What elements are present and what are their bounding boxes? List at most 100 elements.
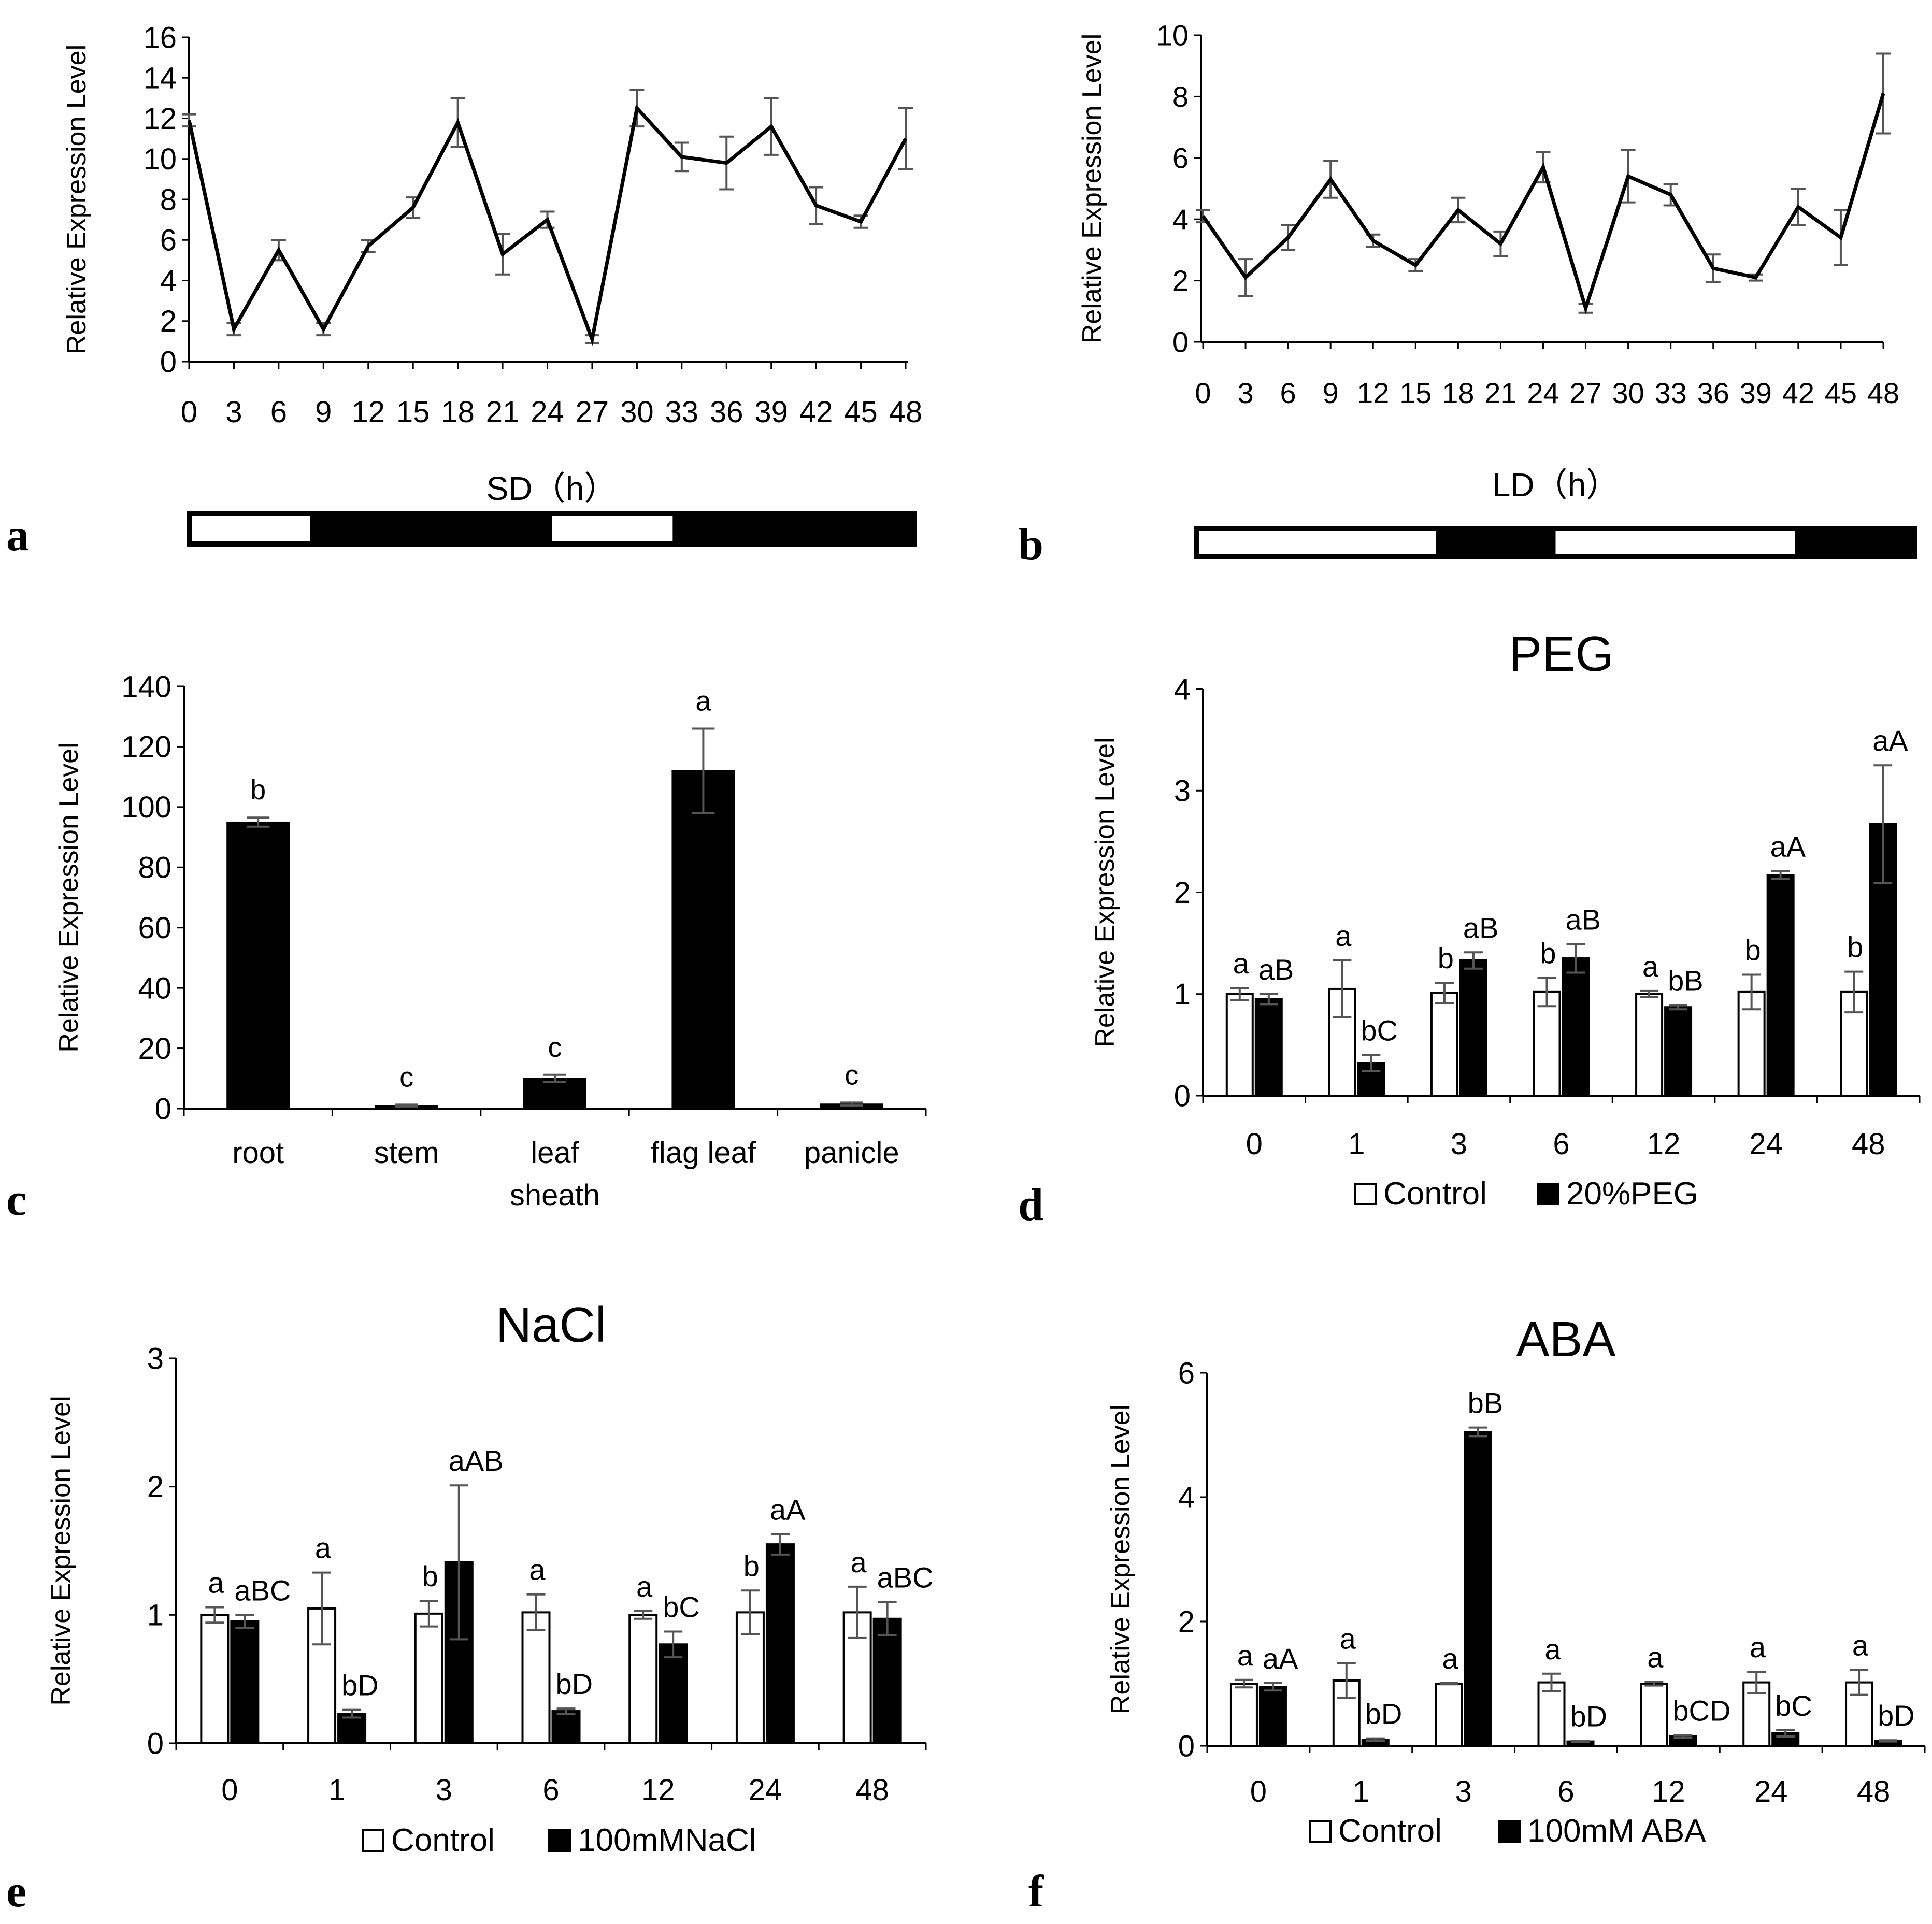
data-point	[636, 107, 638, 109]
panel-label: f	[1028, 1866, 1044, 1917]
bar-treatment	[1464, 1431, 1492, 1747]
x-tick-label: 15	[396, 395, 430, 429]
legend-label: 20%PEG	[1566, 1176, 1698, 1212]
bar-control	[1533, 990, 1561, 1097]
y-axis-label: Relative Expression Level	[62, 45, 92, 354]
y-tick-label: 3	[1174, 774, 1191, 808]
bar-control	[1430, 992, 1458, 1097]
x-tick-label: 3	[1451, 1127, 1467, 1161]
data-point	[1670, 194, 1671, 195]
x-tick-label: 0	[1195, 377, 1211, 409]
legend-swatch	[1537, 1183, 1559, 1205]
significance-label: bC	[663, 1591, 700, 1624]
bar-control	[200, 1614, 230, 1744]
photoperiod-bar	[187, 511, 917, 547]
x-tick-label: 30	[1612, 377, 1644, 409]
bar-control	[1229, 1683, 1258, 1747]
bar-control	[1225, 993, 1254, 1097]
photoperiod-dark-segment	[1436, 528, 1556, 557]
y-tick-label: 6	[160, 224, 177, 257]
y-tick-label: 80	[138, 851, 171, 885]
x-tick-label: 27	[576, 395, 609, 429]
bar-treatment	[230, 1620, 260, 1744]
bar	[226, 821, 290, 1109]
legend-label: Control	[391, 1822, 495, 1858]
significance-label: b	[1438, 942, 1454, 974]
data-point	[815, 205, 817, 206]
significance-label: a	[636, 1570, 653, 1603]
data-point	[457, 122, 459, 123]
y-axis-label: Relative Expression Level	[1077, 34, 1107, 343]
panel-label: a	[6, 510, 29, 561]
x-tick-label: 21	[486, 395, 520, 429]
x-tick-label: 12	[1652, 1775, 1685, 1808]
bar-treatment	[765, 1543, 795, 1745]
x-tick-label: 6	[1553, 1127, 1569, 1161]
y-tick-label: 10	[1156, 19, 1189, 52]
significance-label: a	[529, 1554, 546, 1586]
legend-label: Control	[1383, 1176, 1487, 1212]
photoperiod-dark-segment	[310, 514, 552, 544]
y-tick-label: 40	[138, 971, 171, 1005]
data-point	[860, 221, 862, 223]
y-tick-label: 20	[138, 1032, 171, 1066]
bar-treatment	[1459, 959, 1487, 1097]
significance-label: c	[548, 1032, 562, 1063]
significance-label: a	[1233, 947, 1250, 980]
y-tick-label: 0	[155, 1092, 171, 1126]
panel-label: b	[1018, 520, 1043, 570]
bar-treatment	[659, 1643, 688, 1744]
y-tick-label: 2	[1178, 1605, 1195, 1639]
significance-label: bD	[1878, 1699, 1915, 1732]
x-tick-label: 45	[844, 395, 878, 429]
data-point	[591, 338, 593, 340]
bar-treatment	[1664, 1006, 1693, 1097]
bar-control	[1635, 993, 1664, 1097]
significance-label: b	[422, 1560, 438, 1592]
bar-treatment	[872, 1617, 902, 1745]
significance-label: aB	[1566, 903, 1601, 936]
significance-label: bD	[1365, 1698, 1403, 1730]
data-point	[323, 328, 324, 330]
x-tick-label: sheath	[510, 1179, 600, 1212]
x-axis-label: LD（h）	[1492, 466, 1619, 504]
significance-label: a	[1647, 1641, 1664, 1673]
data-point	[1627, 176, 1629, 177]
x-tick-label: 12	[351, 395, 385, 429]
data-point	[1585, 307, 1586, 309]
y-tick-label: 1	[1174, 978, 1191, 1011]
x-tick-label: 30	[620, 395, 654, 429]
chart-title: ABA	[1516, 1312, 1615, 1367]
x-tick-label: 3	[1237, 377, 1253, 409]
data-point	[1797, 206, 1799, 208]
data-point	[189, 120, 190, 121]
data-point	[1755, 277, 1756, 278]
significance-label: bCD	[1672, 1695, 1730, 1727]
significance-label: a	[1544, 1633, 1561, 1665]
photoperiod-dark-segment	[1795, 528, 1914, 557]
x-tick-label: 45	[1825, 377, 1857, 409]
significance-label: bB	[1668, 964, 1704, 997]
data-point	[1712, 267, 1714, 269]
legend-swatch	[1309, 1820, 1332, 1843]
bar-treatment	[551, 1710, 581, 1744]
significance-label: bB	[1468, 1387, 1504, 1419]
y-tick-label: 12	[143, 102, 177, 136]
x-tick-label: 12	[1357, 377, 1389, 409]
significance-label: aA	[770, 1493, 806, 1526]
significance-label: a	[1442, 1642, 1458, 1675]
x-tick-label: 0	[181, 395, 197, 429]
y-axis-label: Relative Expression Level	[1090, 737, 1120, 1047]
y-tick-label: 10	[143, 142, 177, 176]
significance-label: c	[845, 1059, 858, 1090]
significance-label: bC	[1361, 1014, 1398, 1047]
significance-label: a	[1750, 1631, 1766, 1663]
x-tick-label: 6	[542, 1773, 559, 1807]
significance-label: a	[1340, 1622, 1356, 1655]
data-point	[1883, 93, 1884, 94]
significance-label: a	[695, 686, 711, 717]
legend-swatch	[1354, 1183, 1377, 1205]
y-tick-label: 4	[1178, 1481, 1195, 1514]
